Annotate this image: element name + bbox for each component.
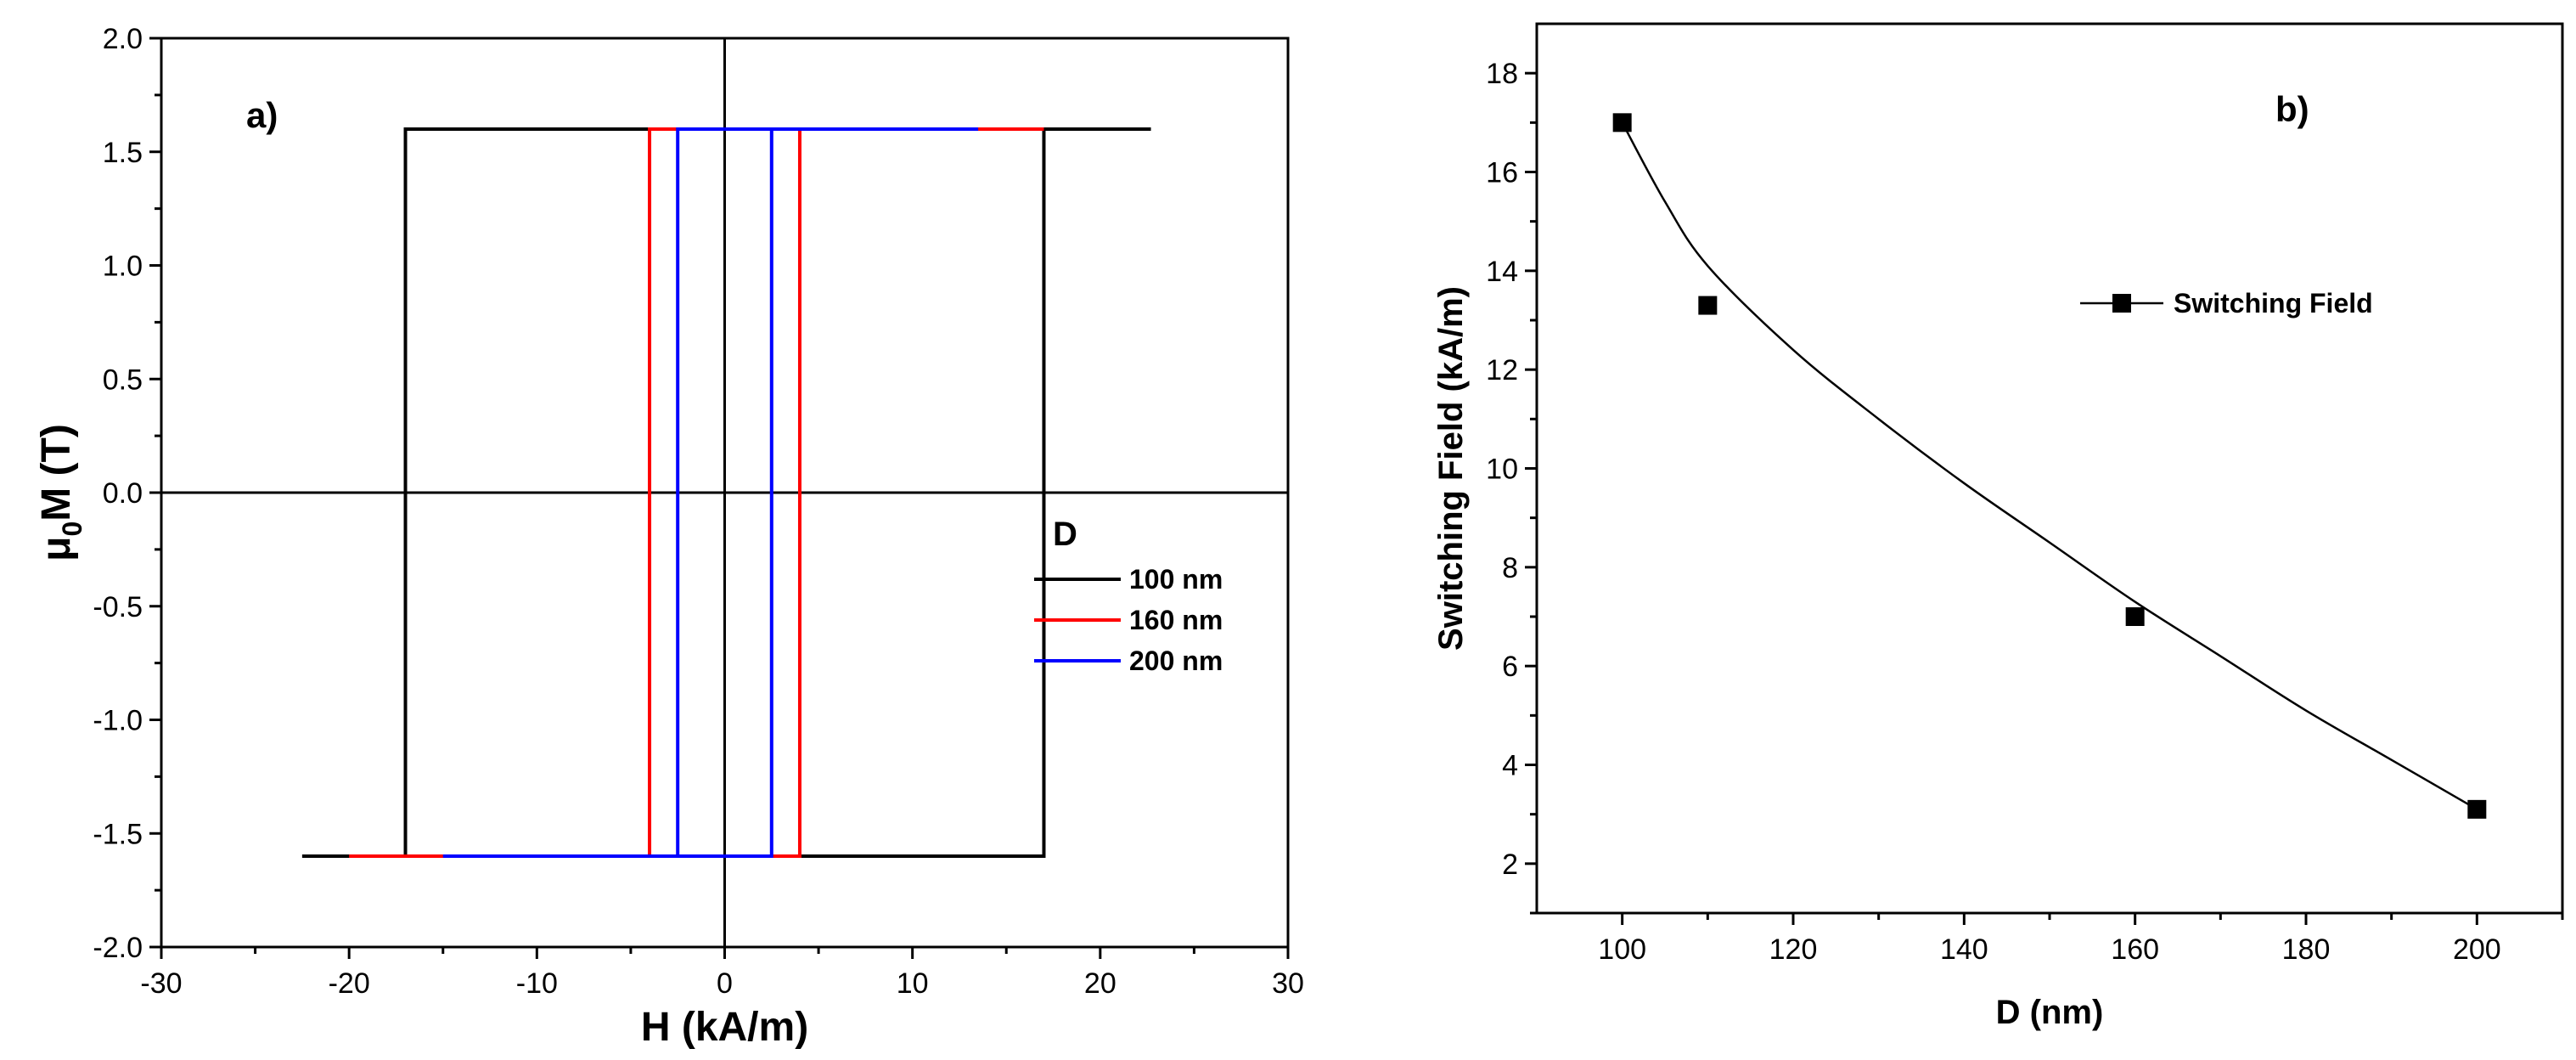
x-tick-label: 140	[1940, 933, 1988, 966]
x-tick-label: 10	[897, 967, 929, 1000]
y-tick-label: 0.5	[103, 364, 143, 396]
data-point-1	[1698, 296, 1718, 315]
legend-label: Switching Field	[2174, 288, 2373, 319]
x-tick-label: 200	[2453, 933, 2501, 966]
y-tick-label: 1.5	[103, 137, 143, 169]
x-tick-label: 30	[1272, 967, 1304, 1000]
x-axis-title: D (nm)	[1996, 994, 2104, 1031]
series-line-0	[301, 127, 1151, 858]
x-tick-label: 160	[2111, 933, 2159, 966]
y-axis-title: μ0M (T)	[34, 424, 87, 561]
y-tick-label: 8	[1502, 552, 1518, 584]
y-axis-title-rest: M (T)	[34, 424, 79, 522]
series-line-2	[442, 127, 979, 858]
y-tick-label: -1.0	[93, 705, 143, 737]
x-tick-label: -20	[329, 967, 370, 1000]
y-tick-label: 2.0	[103, 23, 143, 55]
y-tick-label: 16	[1486, 157, 1518, 189]
x-tick-label: 100	[1598, 933, 1646, 966]
x-tick-label: 0	[717, 967, 733, 1000]
legend-swatch-marker	[2112, 294, 2131, 313]
legend-title: D	[1053, 516, 1077, 553]
data-point-3	[2467, 799, 2487, 819]
x-tick-label: 120	[1769, 933, 1818, 966]
y-tick-label: 12	[1486, 354, 1518, 386]
fit-curve	[1621, 121, 2478, 810]
panel-label: a)	[246, 95, 278, 135]
plot-frame	[1535, 22, 2564, 915]
y-tick-label: 1.0	[103, 251, 143, 283]
y-tick-label: -2.0	[93, 932, 143, 964]
y-tick-label: 4	[1502, 750, 1518, 782]
hysteresis-chart: -30 -20 -10 0 10 20 30 -2.0 -1.5 -1.0 -0.5 0.0 0.5 1.…	[34, 23, 1304, 1050]
y-tick-label: 18	[1486, 58, 1518, 90]
x-tick-label: -10	[516, 967, 558, 1000]
data-point-2	[2125, 607, 2145, 626]
y-tick-label: 0.0	[103, 477, 143, 510]
panel-label: b)	[2275, 89, 2309, 129]
y-tick-label: -0.5	[93, 591, 143, 623]
y-tick-label: 10	[1486, 454, 1518, 486]
x-tick-label: 180	[2282, 933, 2331, 966]
y-tick-label: 2	[1502, 849, 1518, 881]
y-tick-label: 14	[1486, 256, 1518, 288]
legend-label-0: 100 nm	[1129, 564, 1223, 595]
x-tick-label: -30	[140, 967, 182, 1000]
switching-field-chart: 100 120 140 160 180 200 2 4 6 8 10 12 14 16 18 Switchin…	[1432, 22, 2564, 1031]
y-axis-title-sub: 0	[57, 522, 87, 537]
legend-label-2: 200 nm	[1129, 646, 1223, 676]
y-axis-title: Switching Field (kA/m)	[1432, 286, 1470, 651]
legend-label-1: 160 nm	[1129, 605, 1223, 635]
y-tick-label: 6	[1502, 651, 1518, 683]
data-point-0	[1612, 113, 1632, 132]
x-axis-title: H (kA/m)	[641, 1005, 808, 1050]
y-tick-label: -1.5	[93, 818, 143, 850]
y-axis-title-mu: μ	[34, 537, 79, 561]
x-tick-label: 20	[1084, 967, 1116, 1000]
